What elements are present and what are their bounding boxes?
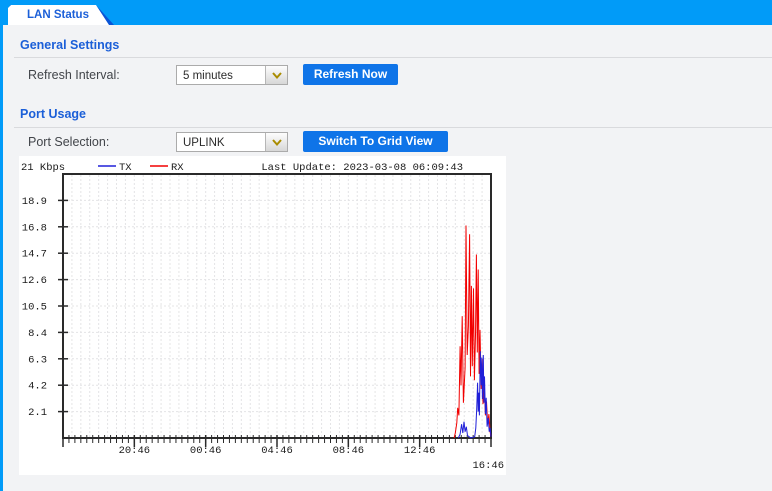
- refresh-interval-value: 5 minutes: [183, 70, 233, 82]
- switch-to-grid-view-button[interactable]: Switch To Grid View: [303, 131, 448, 152]
- y-tick-label: 8.4: [28, 328, 47, 340]
- chevron-down-icon[interactable]: [265, 66, 287, 84]
- series-line-tx: [457, 351, 492, 439]
- port-selection-select[interactable]: UPLINK: [176, 132, 288, 152]
- refresh-now-button[interactable]: Refresh Now: [303, 64, 398, 85]
- x-tick-label: 20:46: [119, 445, 151, 457]
- port-selection-label: Port Selection:: [28, 135, 110, 149]
- x-tick-label: 00:46: [190, 445, 222, 457]
- y-tick-label: 2.1: [28, 407, 47, 419]
- divider: [14, 57, 772, 58]
- x-tick-label: 04:46: [261, 445, 293, 457]
- divider: [14, 127, 772, 128]
- legend-label-rx: RX: [171, 162, 184, 174]
- x-end-label: 16:46: [472, 460, 504, 472]
- y-tick-label: 10.5: [22, 302, 47, 314]
- top-bar: [0, 0, 772, 25]
- last-update-text: Last Update: 2023-03-08 06:09:43: [261, 162, 463, 174]
- x-tick-label: 12:46: [404, 445, 436, 457]
- left-accent-strip: [0, 0, 3, 491]
- refresh-interval-label: Refresh Interval:: [28, 68, 120, 82]
- general-settings-title: General Settings: [20, 38, 120, 52]
- y-tick-label: 12.6: [22, 275, 47, 287]
- tab-label: LAN Status: [27, 9, 89, 21]
- port-usage-chart-panel: 2.1 4.2 6.3 8.4 10.5 12.6 14.7 16.8 18.9 20:46 00:…: [19, 156, 506, 475]
- traffic-line-chart: 2.1 4.2 6.3 8.4 10.5 12.6 14.7 16.8 18.9 20:46 00:…: [21, 162, 504, 472]
- y-tick-label: 18.9: [22, 196, 47, 208]
- y-axis-max-label: 21 Kbps: [21, 162, 65, 174]
- y-tick-label: 6.3: [28, 354, 47, 366]
- y-tick-label: 16.8: [22, 222, 47, 234]
- x-tick-label: 08:46: [333, 445, 365, 457]
- port-selection-value: UPLINK: [183, 137, 225, 149]
- y-tick-label: 4.2: [28, 381, 47, 393]
- tab-lan-status[interactable]: LAN Status: [8, 5, 109, 25]
- port-usage-title: Port Usage: [20, 107, 86, 121]
- refresh-interval-select[interactable]: 5 minutes: [176, 65, 288, 85]
- y-tick-label: 14.7: [22, 249, 47, 261]
- chevron-down-icon[interactable]: [265, 133, 287, 151]
- legend-label-tx: TX: [119, 162, 132, 174]
